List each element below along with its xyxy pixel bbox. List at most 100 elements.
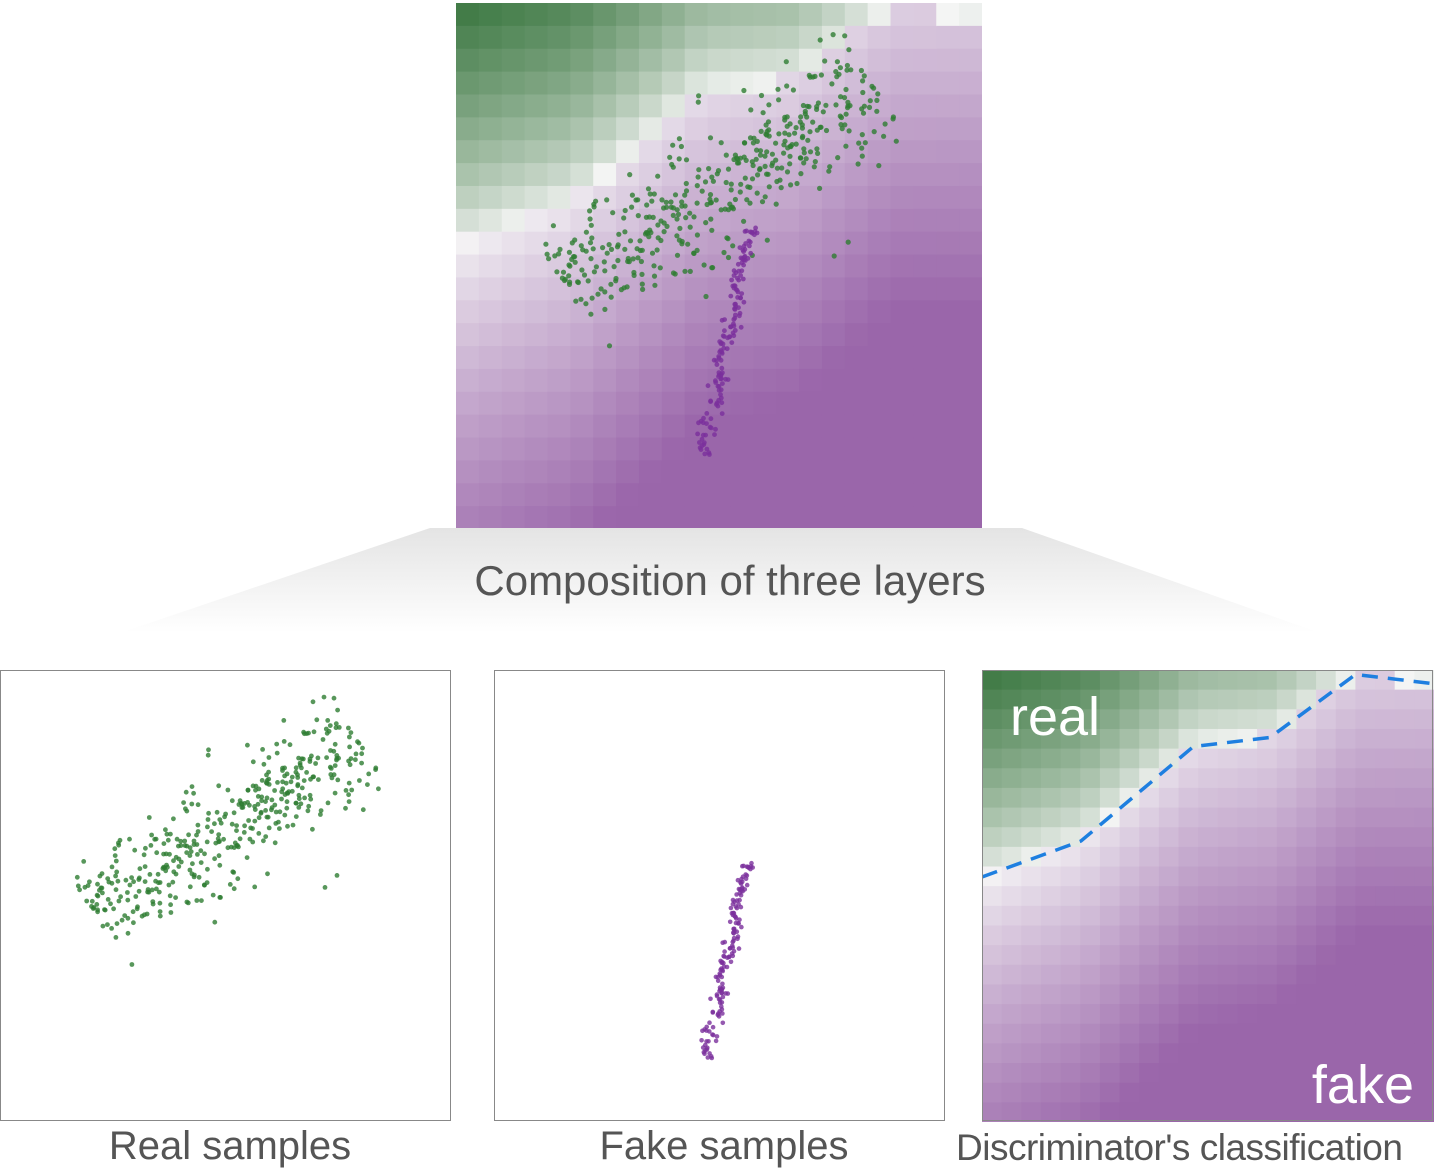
heatmap-cell <box>1198 670 1219 691</box>
heatmap-cell <box>524 437 549 461</box>
heatmap-cell <box>570 185 594 210</box>
heatmap-cell <box>1139 748 1160 769</box>
real-sample-point <box>585 278 591 284</box>
heatmap-cell <box>1119 945 1140 966</box>
real-sample-point <box>701 262 707 268</box>
heatmap-cell <box>1316 827 1337 848</box>
real-sample-point <box>682 192 688 198</box>
heatmap-cell <box>799 483 823 507</box>
real-sample-point <box>844 67 850 73</box>
fake-sample-point <box>746 865 751 871</box>
heatmap-cell <box>799 208 823 233</box>
fake-samples-caption: Fake samples <box>599 1124 849 1168</box>
real-sample-point <box>622 229 628 235</box>
real-sample-point <box>144 911 150 917</box>
heatmap-cell <box>753 3 777 27</box>
heatmap-cell <box>959 163 982 187</box>
real-sample-point <box>82 884 88 890</box>
heatmap-cell <box>959 140 982 164</box>
heatmap-cell <box>821 3 846 27</box>
real-sample-point <box>155 871 161 877</box>
heatmap-cell <box>1217 827 1239 848</box>
heatmap-cell <box>799 346 823 370</box>
heatmap-cell <box>1355 1102 1376 1122</box>
heatmap-cell <box>1335 709 1356 730</box>
heatmap-cell <box>524 254 549 279</box>
heatmap-cell <box>1119 905 1140 927</box>
heatmap-cell <box>1257 984 1278 1005</box>
real-sample-point <box>674 233 680 239</box>
fake-sample-point <box>720 985 726 990</box>
real-sample-point <box>856 140 862 146</box>
real-sample-point <box>890 116 896 122</box>
heatmap-cell <box>1040 768 1062 789</box>
fake-sample-point <box>705 383 711 389</box>
heatmap-cell <box>1001 1063 1022 1084</box>
heatmap-cell <box>1217 925 1239 946</box>
heatmap-cell <box>456 483 480 507</box>
real-sample-point <box>823 102 829 108</box>
real-sample-point <box>94 892 100 898</box>
real-sample-point <box>307 756 313 762</box>
real-sample-point <box>750 162 756 169</box>
heatmap-cell <box>776 437 800 461</box>
heatmap-cell <box>638 48 663 73</box>
heatmap-cell <box>753 506 777 529</box>
real-sample-point <box>315 755 321 761</box>
heatmap-cell <box>593 346 617 370</box>
heatmap-cell <box>547 300 571 324</box>
fake-sample-point <box>738 881 744 886</box>
heatmap-cell <box>1394 925 1415 946</box>
heatmap-cell <box>501 71 526 96</box>
heatmap-cell <box>593 163 617 187</box>
heatmap-cell <box>936 117 960 141</box>
real-sample-point <box>845 239 851 245</box>
real-sample-point <box>593 264 599 270</box>
heatmap-cell <box>1355 807 1376 828</box>
real-sample-point <box>793 141 799 147</box>
heatmap-cell <box>821 483 846 507</box>
real-sample-point <box>572 259 578 265</box>
real-sample-point <box>803 156 809 162</box>
heatmap-cell <box>1060 866 1081 887</box>
heatmap-cell <box>570 25 594 50</box>
heatmap-cell <box>1316 945 1337 966</box>
fake-sample-point <box>704 1024 709 1030</box>
heatmap-cell <box>1198 807 1219 828</box>
heatmap-cell <box>1394 866 1415 887</box>
heatmap-cell <box>1099 1004 1121 1025</box>
real-sample-point <box>753 156 759 162</box>
real-sample-point <box>793 125 799 131</box>
real-sample-point <box>725 207 732 213</box>
real-sample-point <box>721 249 727 256</box>
real-sample-point <box>804 114 810 120</box>
heatmap-cell <box>1021 964 1042 986</box>
heatmap-cell <box>1040 748 1062 769</box>
real-sample-point <box>184 850 190 855</box>
heatmap-cell <box>1139 728 1160 750</box>
heatmap-cell <box>1394 905 1415 927</box>
heatmap-cell <box>821 368 846 393</box>
heatmap-cell <box>1257 1102 1278 1122</box>
real-sample-point <box>727 201 733 207</box>
real-sample-point <box>166 882 172 888</box>
heatmap-cell <box>616 437 640 461</box>
heatmap-cell <box>1237 866 1258 887</box>
heatmap-cell <box>501 25 526 50</box>
real-sample-point <box>259 798 264 804</box>
real-sample-point <box>321 694 327 700</box>
heatmap-cell <box>1001 1043 1022 1064</box>
real-sample-point <box>602 289 608 295</box>
fake-sample-point <box>698 447 704 452</box>
heatmap-cell <box>456 185 480 210</box>
real-sample-point <box>544 251 550 257</box>
heatmap-cell <box>1021 709 1042 730</box>
heatmap-cell <box>1414 1043 1434 1064</box>
heatmap-cell <box>1276 689 1298 710</box>
heatmap-cell <box>1296 787 1317 809</box>
real-sample-point <box>814 146 820 152</box>
heatmap-cell <box>890 3 914 27</box>
real-sample-point <box>360 745 365 751</box>
heatmap-cell <box>799 368 823 393</box>
heatmap-cell <box>1316 866 1337 887</box>
